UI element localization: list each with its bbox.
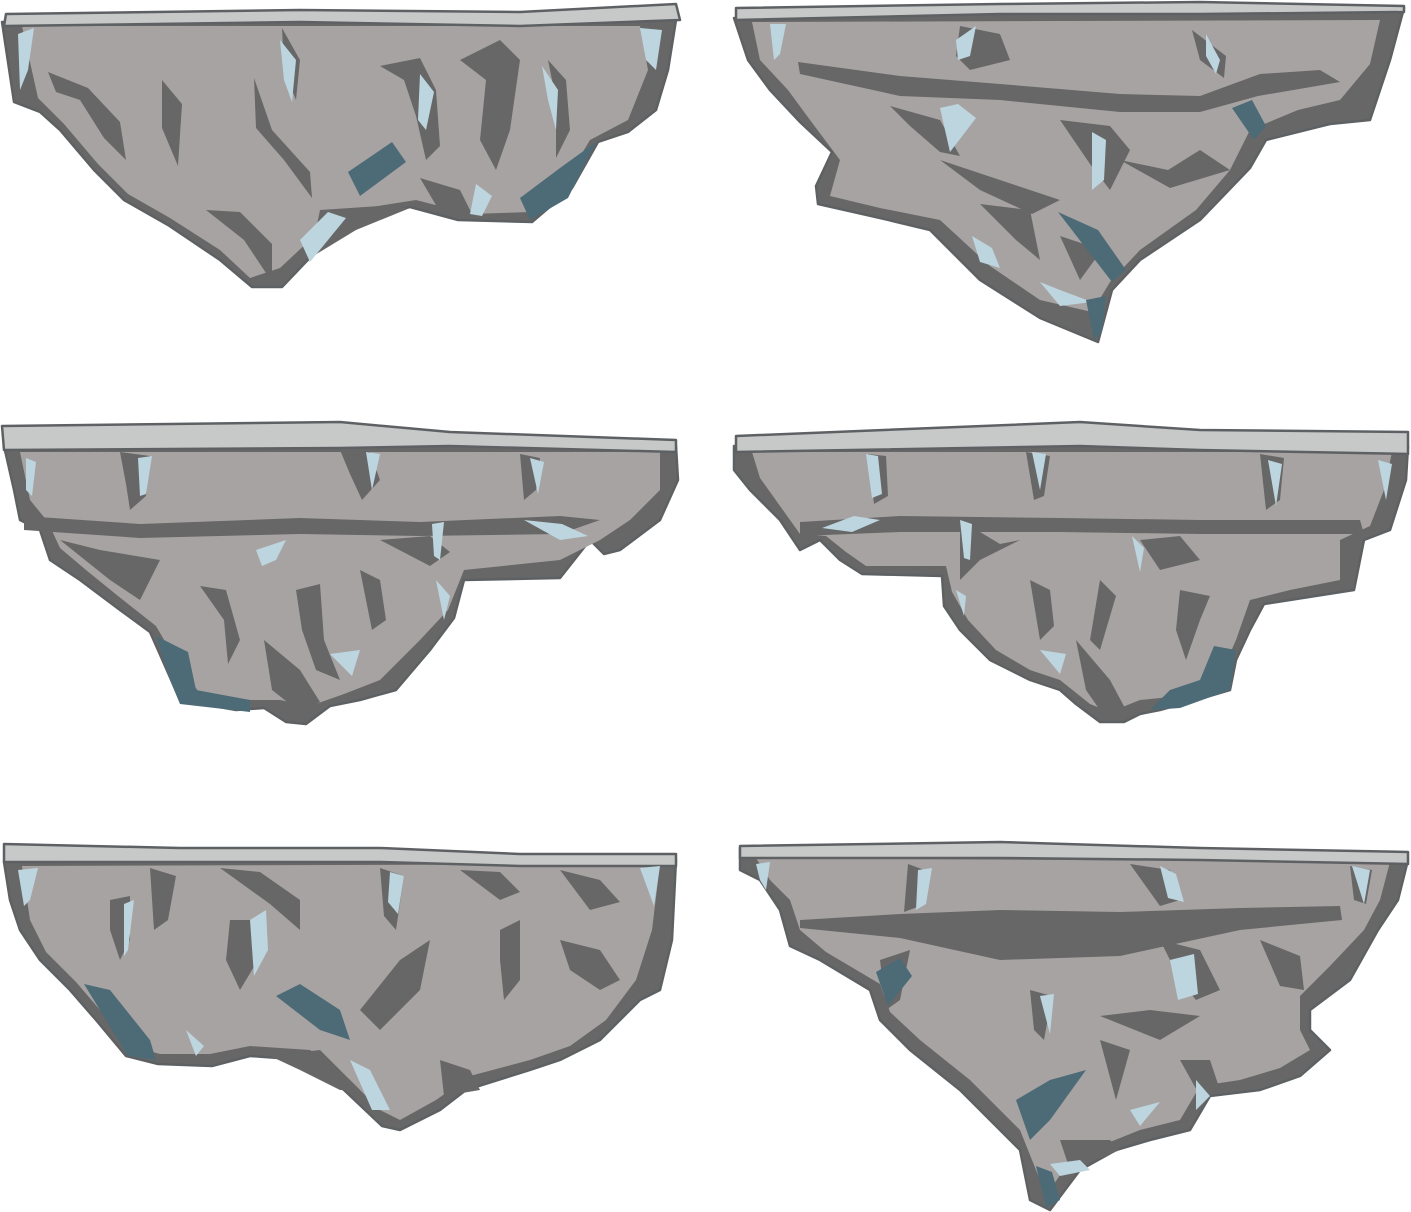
floating-rock-platform-3 bbox=[2, 422, 678, 724]
floating-rock-platform-6 bbox=[740, 842, 1408, 1210]
floating-rock-platform-4 bbox=[734, 422, 1408, 722]
floating-rock-platform-1 bbox=[2, 4, 680, 287]
floating-rock-platform-5 bbox=[4, 844, 676, 1130]
floating-rock-platform-2 bbox=[734, 2, 1404, 342]
